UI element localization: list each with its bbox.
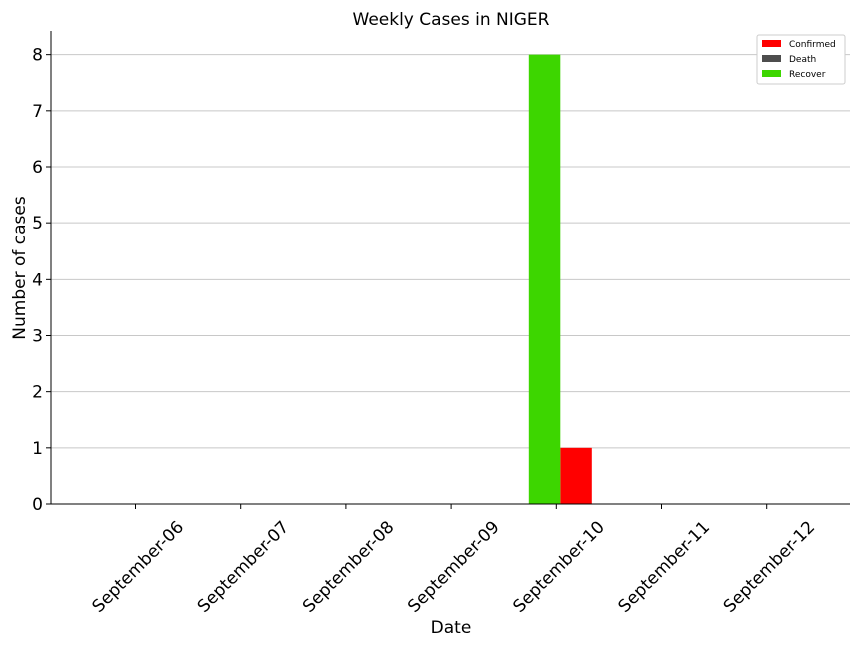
bars [528,54,592,504]
chart-title: Weekly Cases in NIGER [353,10,550,30]
axes [50,31,850,505]
y-tick-label: 2 [32,383,43,403]
x-axis-label: Date [431,618,472,638]
y-tick-label: 3 [32,326,43,346]
x-tick-label: September-10 [509,517,608,616]
y-tick-label: 4 [32,270,43,290]
x-tick-label: September-07 [194,517,293,616]
legend-swatch [762,40,781,47]
x-tick-label: September-06 [89,517,188,616]
x-tick-label: September-09 [404,517,503,616]
y-axis-label: Number of cases [10,196,30,340]
y-tick-label: 7 [32,102,43,122]
legend: Confirmed Death Recover [756,34,846,85]
legend-label: Confirmed [789,40,836,50]
bar-recover [528,54,561,504]
legend-swatch [762,70,781,77]
x-ticks: September-06 September-07 September-08 Sept… [89,504,819,617]
gridlines [51,54,850,449]
y-tick-label: 5 [32,214,43,234]
y-ticks: 0 1 2 3 4 5 6 7 8 [32,46,51,515]
x-tick-label: September-08 [299,517,398,616]
x-tick-label: September-11 [615,517,714,616]
bar-confirmed [560,447,592,504]
legend-swatch [762,55,781,62]
legend-label: Death [789,55,816,65]
legend-label: Recover [789,70,826,80]
y-tick-label: 8 [32,46,43,66]
y-tick-label: 1 [32,439,43,459]
y-tick-label: 6 [32,158,43,178]
y-tick-label: 0 [32,495,43,515]
x-tick-label: September-12 [720,517,819,616]
